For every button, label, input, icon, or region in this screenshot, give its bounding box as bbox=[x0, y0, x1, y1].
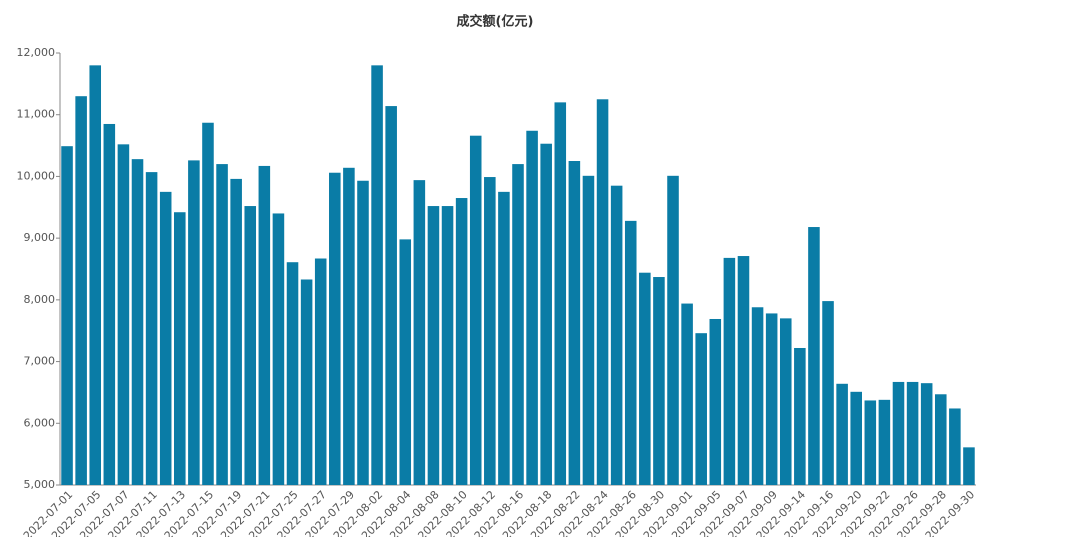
bar bbox=[357, 180, 369, 485]
bar bbox=[385, 106, 397, 486]
bar bbox=[610, 185, 623, 485]
bar bbox=[540, 143, 552, 485]
bar bbox=[61, 146, 73, 485]
bar bbox=[836, 383, 848, 485]
bar bbox=[906, 381, 919, 485]
bar bbox=[75, 96, 87, 485]
bar bbox=[300, 279, 313, 485]
bar bbox=[413, 180, 426, 486]
bar bbox=[639, 272, 651, 485]
bar bbox=[751, 307, 764, 485]
bar bbox=[272, 213, 285, 485]
bar bbox=[103, 123, 116, 485]
bar bbox=[667, 175, 679, 485]
bar bbox=[343, 167, 355, 485]
bar bbox=[117, 144, 130, 485]
bar bbox=[568, 161, 581, 485]
y-tick-label: 11,000 bbox=[17, 108, 56, 121]
bar bbox=[399, 239, 412, 485]
bar bbox=[329, 172, 341, 485]
bar bbox=[286, 262, 299, 485]
bar bbox=[934, 394, 947, 485]
chart-title: 成交额(亿元) bbox=[457, 14, 534, 30]
y-tick-label: 5,000 bbox=[24, 478, 56, 491]
bar bbox=[484, 177, 496, 485]
bar bbox=[892, 381, 905, 485]
bar bbox=[427, 206, 440, 485]
bar bbox=[822, 301, 834, 485]
y-tick-label: 8,000 bbox=[24, 293, 56, 306]
bar bbox=[202, 122, 214, 485]
bar bbox=[441, 206, 454, 485]
bar bbox=[188, 160, 200, 485]
bar bbox=[174, 212, 186, 486]
bar bbox=[89, 65, 102, 485]
bar bbox=[878, 399, 891, 485]
bar bbox=[230, 178, 242, 485]
bar bbox=[920, 383, 933, 485]
bar bbox=[737, 256, 750, 485]
bar bbox=[779, 318, 792, 485]
y-tick-label: 12,000 bbox=[17, 46, 56, 59]
bar bbox=[695, 333, 707, 485]
bar bbox=[469, 135, 482, 485]
bar bbox=[512, 164, 524, 486]
bar bbox=[371, 65, 383, 485]
bar bbox=[653, 277, 665, 485]
bar bbox=[709, 318, 722, 485]
bar bbox=[794, 347, 806, 485]
bar bbox=[258, 165, 271, 486]
y-tick-label: 6,000 bbox=[24, 416, 56, 429]
bar bbox=[808, 227, 820, 485]
bar bbox=[526, 130, 538, 485]
bar bbox=[624, 220, 637, 485]
bar bbox=[131, 159, 144, 486]
y-tick-label: 10,000 bbox=[17, 169, 56, 182]
bar bbox=[498, 191, 510, 485]
y-tick-label: 7,000 bbox=[24, 355, 56, 368]
bar bbox=[765, 313, 778, 485]
bar bbox=[244, 206, 257, 485]
bar bbox=[596, 99, 609, 486]
bar bbox=[159, 191, 172, 485]
bar bbox=[145, 172, 158, 485]
bar bbox=[455, 198, 468, 485]
y-tick-label: 9,000 bbox=[24, 231, 56, 244]
bar bbox=[582, 175, 595, 485]
bar bbox=[949, 408, 961, 485]
bar bbox=[216, 164, 228, 486]
bar bbox=[314, 258, 327, 485]
bar bbox=[681, 303, 693, 485]
bar bbox=[963, 447, 975, 485]
bar bbox=[554, 102, 567, 485]
bar bbox=[723, 257, 736, 485]
bar bbox=[864, 400, 877, 485]
bar bbox=[850, 391, 862, 485]
